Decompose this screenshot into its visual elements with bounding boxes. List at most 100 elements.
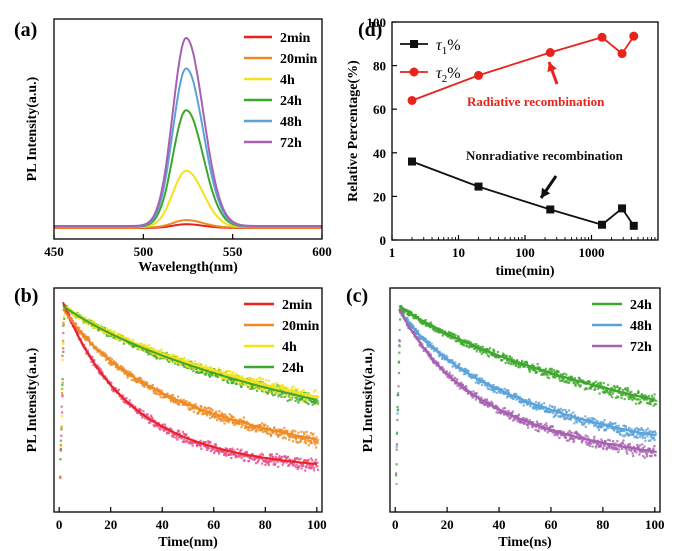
scatter-point (154, 420, 157, 423)
scatter-point (537, 423, 540, 426)
scatter-point (431, 344, 434, 348)
scatter-point (586, 387, 589, 391)
scatter-point (565, 373, 568, 376)
scatter-point (158, 357, 162, 360)
scatter-point (424, 347, 427, 350)
scatter-point (429, 346, 432, 349)
legend-label-4h: 4h (282, 340, 297, 355)
scatter-point (448, 332, 451, 335)
scatter-point (535, 400, 538, 404)
scatter-point (646, 401, 649, 405)
scatter-point (519, 399, 522, 402)
scatter-point (74, 326, 77, 329)
scatter-point (201, 411, 205, 414)
scatter-point (447, 335, 450, 338)
scatter-point (206, 448, 209, 451)
scatter-point (567, 431, 570, 434)
scatter-point (291, 440, 294, 443)
scatter-point (478, 399, 481, 402)
scatter-point (619, 387, 622, 390)
scatter-point (556, 371, 559, 374)
scatter-point (486, 354, 489, 357)
scatter-point (315, 403, 318, 406)
scatter-point (277, 388, 280, 391)
scatter-point (557, 370, 560, 373)
legend-label-24h: 24h (280, 94, 302, 109)
scatter-point (192, 441, 195, 444)
scatter-point (178, 432, 181, 435)
scatter-point (412, 317, 415, 320)
scatter-point (305, 401, 309, 404)
scatter-point (578, 378, 581, 381)
scatter-point (522, 404, 525, 407)
scatter-point (99, 368, 102, 371)
legend-label-τ1%: τ1% (436, 37, 461, 57)
scatter-point (156, 392, 159, 395)
scatter-point (226, 377, 229, 380)
scatter-point (606, 446, 609, 449)
x-tick-label: 500 (134, 244, 154, 259)
scatter-point (115, 365, 118, 368)
scatter-point (291, 396, 294, 399)
scatter-point (243, 383, 246, 386)
tau-subscript: 2 (442, 73, 448, 85)
scatter-point (647, 394, 650, 398)
scatter-point (399, 307, 402, 310)
scatter-point (208, 409, 211, 412)
scatter-point (303, 440, 306, 443)
scatter-point (596, 420, 600, 423)
scatter-point (507, 389, 510, 392)
scatter-point (519, 396, 522, 399)
scatter-point (265, 458, 268, 462)
scatter-point (271, 383, 274, 386)
scatter-point (291, 431, 294, 434)
scatter-point (225, 419, 228, 422)
scatter-point (60, 414, 63, 418)
scatter-point (644, 439, 647, 442)
scatter-point (139, 409, 142, 412)
scatter-point (254, 458, 257, 461)
scatter-point (278, 456, 281, 459)
scatter-point (637, 446, 640, 450)
scatter-point (183, 365, 186, 368)
scatter-point (476, 378, 479, 381)
scatter-point (587, 417, 590, 420)
scatter-point (223, 378, 226, 381)
scatter-point (144, 349, 147, 352)
scatter-point (110, 381, 113, 384)
scatter-point (620, 442, 623, 445)
scatter-point (268, 432, 271, 435)
scatter-point (194, 403, 197, 406)
scatter-point (478, 377, 481, 380)
scatter-point (563, 417, 566, 420)
scatter-point (222, 417, 225, 420)
scatter-point (533, 407, 536, 410)
scatter-point (454, 376, 457, 379)
scatter-point (285, 394, 288, 397)
scatter-point (271, 386, 274, 390)
scatter-point (451, 360, 454, 363)
scatter-point (611, 423, 614, 426)
scatter-point (583, 421, 586, 424)
scatter-point (74, 311, 77, 314)
scatter-point (638, 453, 641, 456)
scatter-point (462, 344, 465, 347)
scatter-point (577, 381, 580, 384)
y-axis-label: Relative Percentage(%) (346, 60, 361, 202)
scatter-point (612, 442, 615, 445)
scatter-point (88, 318, 91, 321)
annotation-nonradiative: Nonradiative recombination (466, 148, 624, 163)
scatter-point (102, 351, 105, 354)
scatter-point (636, 398, 639, 401)
scatter-point (192, 369, 195, 372)
scatter-point (530, 421, 533, 424)
scatter-point (245, 383, 248, 386)
scatter-point (507, 391, 511, 394)
scatter-point (279, 433, 282, 436)
scatter-point (627, 395, 630, 398)
chart-d: 0 20 40 60 80 100 1 10 100 1000 time(min) Relative … (346, 15, 659, 279)
scatter-point (221, 414, 224, 417)
scatter-point (189, 439, 192, 442)
scatter-point (311, 403, 314, 406)
scatter-point (312, 436, 315, 439)
